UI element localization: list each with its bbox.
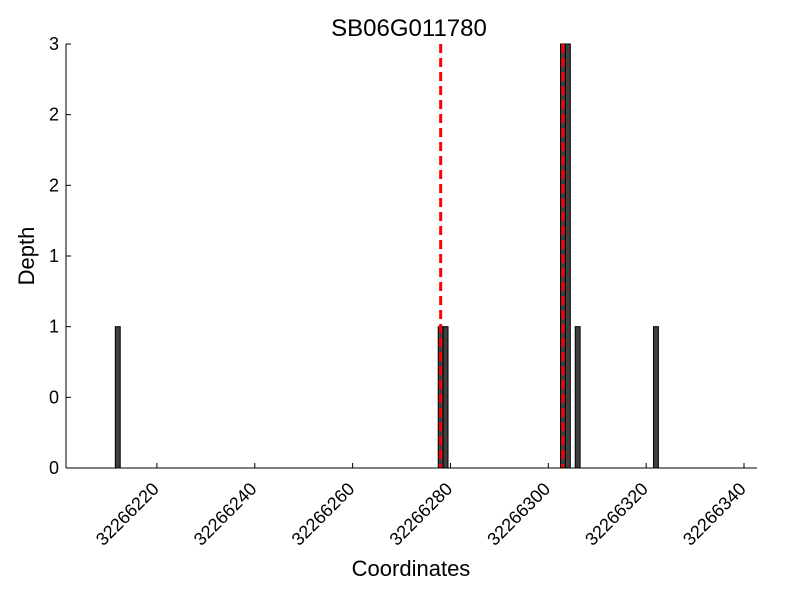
chart-title: SB06G011780 xyxy=(331,15,487,42)
reference-lines-group xyxy=(439,44,565,468)
x-tick-label: 32266320 xyxy=(581,479,652,550)
y-tick-label: 3 xyxy=(49,34,59,54)
depth-bar xyxy=(442,326,449,469)
y-tick-label: 1 xyxy=(49,317,59,337)
depth-bar xyxy=(114,326,121,469)
y-tick-label: 2 xyxy=(49,105,59,125)
depth-bar xyxy=(574,326,581,469)
y-ticks-group: 0 0 1 1 2 2 3 xyxy=(49,34,71,478)
x-tick-label: 32266220 xyxy=(92,479,163,550)
y-tick-label: 2 xyxy=(49,175,59,195)
x-axis-label: Coordinates xyxy=(352,556,471,581)
y-tick-label: 0 xyxy=(49,458,59,478)
x-tick-label: 32266340 xyxy=(679,479,750,550)
x-tick-label: 32266260 xyxy=(288,479,359,550)
depth-bar xyxy=(564,43,571,469)
x-tick-label: 32266280 xyxy=(386,479,457,550)
y-tick-label: 0 xyxy=(49,387,59,407)
depth-bar xyxy=(652,326,659,469)
x-ticks-group: 32266220 32266240 32266260 32266280 32266300… xyxy=(92,463,750,549)
x-tick-label: 32266240 xyxy=(190,479,261,550)
y-axis-label: Depth xyxy=(14,227,39,286)
bars-group xyxy=(114,43,659,469)
x-tick-label: 32266300 xyxy=(483,479,554,550)
y-tick-label: 1 xyxy=(49,246,59,266)
